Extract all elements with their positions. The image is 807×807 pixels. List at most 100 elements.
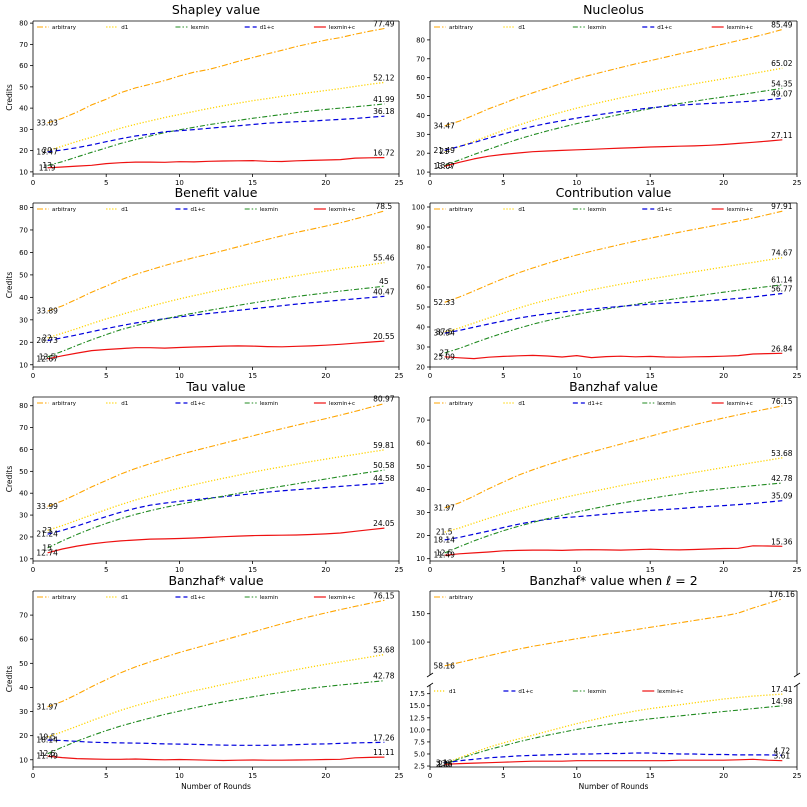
data-label-start: 12.5 (436, 548, 453, 557)
data-label-start: 2.86 (436, 760, 453, 769)
y-tick-label: 10 (19, 361, 28, 369)
x-tick-label: 5 (104, 179, 108, 187)
y-tick-label: 50 (19, 468, 28, 476)
series-line-lexmin-plus-c (444, 139, 783, 167)
legend-label: d1+c (260, 25, 275, 31)
y-tick-label: 30 (19, 316, 28, 324)
data-label-start: 11.9 (39, 163, 56, 172)
data-label-end: 55.46 (373, 254, 395, 263)
legend-label: lexmin+c (727, 401, 753, 407)
y-tick-label: 60 (19, 249, 28, 257)
series-line-d1-plus-c (444, 500, 783, 541)
series-line-lexmin-plus-c (47, 527, 385, 554)
legend: arbitrary d1 d1+c lexmin lexmin+c (37, 207, 355, 213)
series-line-lexmin (444, 482, 783, 554)
y-tick-label: 60 (19, 636, 28, 644)
y-tick-label: 70 (19, 424, 28, 432)
x-tick-label: 20 (719, 566, 728, 574)
x-tick-label: 10 (175, 179, 184, 187)
legend: arbitrary d1 lexmin d1+c lexmin+c (37, 25, 355, 31)
data-label-end: 80.97 (373, 395, 395, 404)
x-tick-label: 5 (501, 179, 505, 187)
y-tick-label: 15.0 (409, 702, 425, 710)
legend: arbitrary d1 lexmin d1+c lexmin+c (434, 25, 753, 31)
y-tick-label: 60 (19, 446, 28, 454)
y-tick-label: 50 (19, 83, 28, 91)
y-tick-label: 20 (19, 147, 28, 155)
series-line-d1-plus-c (47, 295, 385, 342)
data-label-start: 21.49 (433, 146, 455, 155)
series-line-d1-plus-c (47, 739, 385, 746)
chart-panel: Tau value 0 5 10 15 20 25 10 20 30 40 50 60 70 80 Credi… (5, 379, 403, 574)
data-label-end: 3.61 (773, 752, 790, 761)
data-label-end: 65.02 (771, 59, 793, 68)
legend-label: d1 (121, 207, 128, 213)
y-tick-label: 20 (19, 732, 28, 740)
y-tick-label: 90 (416, 224, 425, 232)
y-tick-label: 80 (19, 402, 28, 410)
y-tick-label: 100 (412, 639, 425, 647)
legend-label: lexmin (190, 25, 209, 31)
y-tick-label: 30 (19, 708, 28, 716)
series-line-lexmin-plus-c (444, 758, 783, 765)
data-label-end: 16.72 (373, 149, 395, 158)
series-line-lexmin (47, 680, 385, 755)
y-tick-label: 20 (416, 364, 425, 372)
legend-label: d1 (121, 595, 128, 601)
data-label-start: 13.5 (436, 161, 453, 170)
data-label-start: 21.5 (436, 528, 453, 537)
data-label-start: 13 (42, 161, 52, 170)
legend-label: d1+c (657, 207, 672, 213)
data-label-end: 56.77 (771, 284, 793, 293)
y-tick-label: 7.5 (414, 738, 425, 746)
y-tick-label: 80 (19, 20, 28, 28)
y-tick-label: 40 (416, 486, 425, 494)
legend-label: d1 (518, 25, 525, 31)
legend-label: d1+c (518, 689, 533, 695)
y-tick-label: 150 (412, 610, 425, 618)
data-label-start: 13.5 (39, 352, 56, 361)
series-line-arbitrary (444, 598, 783, 667)
y-tick-label: 100 (412, 204, 425, 212)
series-line-d1 (444, 457, 783, 533)
legend-label: d1 (518, 401, 525, 407)
legend-label: arbitrary (449, 401, 474, 407)
x-tick-label: 0 (428, 179, 432, 187)
y-tick-label: 10.0 (409, 726, 425, 734)
legend-label: arbitrary (52, 595, 77, 601)
y-axis-label: Credits (5, 666, 14, 693)
chart-panel: Nucleolus 0 5 10 15 20 25 10 20 30 40 50 60 70 80 34.47… (416, 2, 801, 187)
data-label-end: 54.35 (771, 79, 793, 88)
x-tick-label: 15 (248, 566, 257, 574)
data-label-start: 36.94 (433, 329, 455, 338)
y-tick-label: 80 (416, 36, 425, 44)
x-tick-label: 20 (321, 372, 330, 380)
series-line-lexmin-plus-c (47, 157, 385, 169)
y-tick-label: 50 (416, 93, 425, 101)
data-label-start: 18.14 (433, 535, 455, 544)
data-label-end: 45 (379, 277, 389, 286)
data-label-start: 33.03 (36, 118, 58, 127)
series-line-lexmin (444, 284, 783, 354)
series-line-arbitrary (47, 27, 385, 124)
y-tick-label: 60 (416, 74, 425, 82)
series-line-d1 (444, 67, 783, 152)
chart-panel: 0 5 10 15 20 25 2.5 5.0 7.5 10.0 12.5 15.0 17.5 Numbe… (409, 682, 801, 791)
x-tick-label: 20 (321, 179, 330, 187)
x-tick-label: 15 (248, 772, 257, 780)
legend-label: arbitrary (449, 595, 474, 601)
data-label-end: 53.68 (373, 645, 395, 654)
series-line-d1-plus-c (444, 752, 783, 764)
y-tick-label: 50 (416, 304, 425, 312)
legend: arbitrary d1 d1+c lexmin lexmin+c (37, 595, 355, 601)
data-label-end: 53.68 (771, 449, 793, 458)
x-tick-label: 0 (31, 179, 35, 187)
data-label-end: 49.07 (771, 89, 793, 98)
data-label-end: 176.16 (769, 590, 795, 599)
x-tick-label: 5 (501, 566, 505, 574)
series-line-d1-plus-c (47, 482, 385, 535)
legend-label: lexmin (657, 401, 676, 407)
y-tick-label: 12.5 (409, 714, 425, 722)
data-label-end: 44.58 (373, 474, 395, 483)
x-tick-label: 0 (31, 566, 35, 574)
